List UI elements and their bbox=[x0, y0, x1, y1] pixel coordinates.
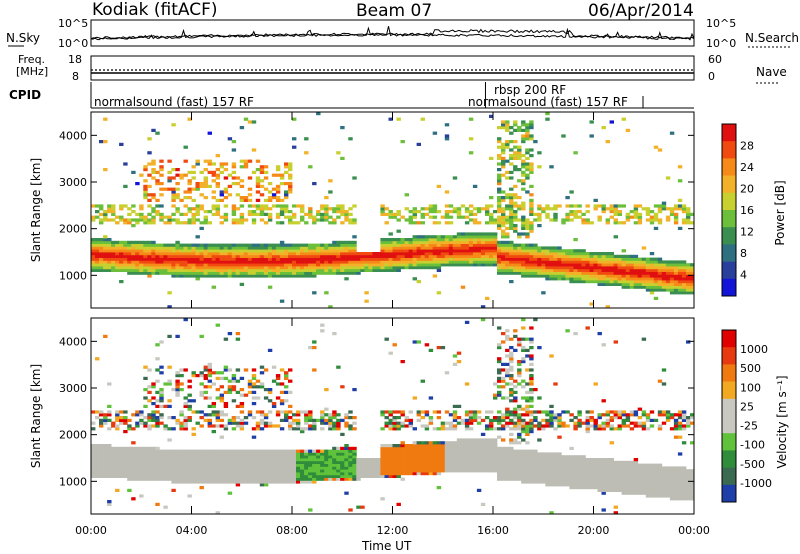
colorbar-tick-label: -100 bbox=[740, 439, 765, 452]
noise-right-tick-top: 10^5 bbox=[706, 17, 737, 30]
freq-label: Freq. bbox=[18, 53, 46, 66]
power-colorbar-label: Power [dB] bbox=[773, 180, 787, 246]
y-tick-label: 3000 bbox=[59, 382, 87, 395]
y-tick-label: 4000 bbox=[59, 335, 87, 348]
x-tick-label: 08:00 bbox=[276, 524, 308, 537]
colorbar-tick-label: 12 bbox=[740, 226, 754, 239]
nave-tick-top: 60 bbox=[708, 53, 722, 66]
colorbar-swatch bbox=[722, 484, 736, 503]
colorbar-tick-label: 100 bbox=[740, 381, 761, 394]
nsearch-label: N.Search bbox=[745, 31, 800, 45]
y-tick-label: 2000 bbox=[59, 223, 87, 236]
colorbar-swatch bbox=[722, 330, 736, 348]
colorbar-swatch bbox=[722, 141, 736, 159]
colorbar-swatch bbox=[722, 192, 736, 211]
colorbar-tick-label: 16 bbox=[740, 204, 754, 217]
colorbar-swatch bbox=[722, 347, 736, 365]
colorbar-swatch bbox=[722, 467, 736, 486]
colorbar-swatch bbox=[722, 261, 736, 280]
noise-left-tick-bottom: 10^0 bbox=[58, 37, 89, 50]
colorbar-swatch bbox=[722, 278, 736, 297]
cpid-entry-1: rbsp 200 RF bbox=[494, 83, 567, 97]
xlabel: Time UT bbox=[362, 539, 412, 553]
y-tick-label: 2000 bbox=[59, 429, 87, 442]
station-title: Kodiak (fitACF) bbox=[92, 0, 218, 20]
colorbar-tick-label: 24 bbox=[740, 161, 754, 174]
freq-panel bbox=[90, 55, 778, 84]
nsky-label: N.Sky bbox=[6, 31, 41, 45]
colorbar-swatch bbox=[722, 364, 736, 382]
axes: 1000 2000 3000 4000 1000 2000 3000 4000 00:00 04:… bbox=[59, 112, 710, 537]
colorbar-tick-label: 1000 bbox=[740, 343, 768, 356]
freq-unit-label: [MHz] bbox=[16, 65, 49, 78]
beam-title: Beam 07 bbox=[356, 1, 433, 21]
colorbars: 4 8 12 16 20 24 28 1000 500 100 25 -25 -100 -500 -1000 bbox=[721, 123, 772, 503]
date-title: 06/Apr/2014 bbox=[588, 1, 694, 21]
colorbar-tick-label: 4 bbox=[740, 269, 747, 282]
colorbar-swatch bbox=[722, 433, 736, 451]
colorbar-tick-label: 500 bbox=[740, 362, 761, 375]
cpid-label: CPID bbox=[9, 88, 42, 102]
colorbar-swatch bbox=[722, 227, 736, 245]
nave-tick-bottom: 0 bbox=[708, 70, 715, 83]
cpid-entry-2: normalsound (fast) 157 RF bbox=[468, 95, 628, 109]
x-tick-label: 20:00 bbox=[578, 524, 610, 537]
colorbar-tick-label: 20 bbox=[740, 183, 754, 196]
velocity-colorbar-label: Velocity [m s⁻¹] bbox=[775, 375, 789, 469]
freq-tick-bottom: 8 bbox=[72, 70, 79, 83]
velocity-ylabel: Slant Range [km] bbox=[29, 363, 43, 469]
noise-left-tick-top: 10^5 bbox=[58, 17, 89, 30]
y-tick-label: 1000 bbox=[59, 475, 87, 488]
colorbar-tick-label: -1000 bbox=[740, 477, 772, 490]
colorbar-swatch bbox=[722, 210, 736, 228]
x-tick-label: 00:00 bbox=[75, 524, 107, 537]
cpid-panel bbox=[90, 82, 694, 109]
colorbar-tick-label: 25 bbox=[740, 400, 754, 413]
colorbar-swatch bbox=[722, 416, 736, 434]
colorbar-tick-label: 8 bbox=[740, 247, 747, 260]
colorbar-swatch bbox=[722, 124, 736, 142]
power-data bbox=[91, 112, 695, 309]
y-tick-label: 4000 bbox=[59, 129, 87, 142]
colorbar-swatch bbox=[722, 244, 736, 262]
noise-right-tick-bottom: 10^0 bbox=[706, 37, 737, 50]
noise-panel bbox=[8, 19, 790, 48]
colorbar-tick-label: -500 bbox=[740, 458, 765, 471]
colorbar-swatch bbox=[722, 381, 736, 400]
power-ylabel: Slant Range [km] bbox=[29, 157, 43, 263]
x-tick-label: 04:00 bbox=[176, 524, 208, 537]
freq-tick-top: 18 bbox=[68, 53, 82, 66]
nave-label: Nave bbox=[756, 65, 787, 79]
x-tick-label: 16:00 bbox=[477, 524, 509, 537]
velocity-data bbox=[91, 318, 695, 515]
colorbar-tick-label: 28 bbox=[740, 140, 754, 153]
colorbar-swatch bbox=[722, 450, 736, 468]
colorbar-swatch bbox=[722, 158, 736, 176]
colorbar-swatch bbox=[722, 175, 736, 194]
y-tick-label: 1000 bbox=[59, 269, 87, 282]
y-tick-label: 3000 bbox=[59, 176, 87, 189]
colorbar-swatch bbox=[722, 398, 736, 417]
x-tick-label: 12:00 bbox=[377, 524, 409, 537]
colorbar-tick-label: -25 bbox=[740, 420, 758, 433]
x-tick-label: 00:00 bbox=[678, 524, 710, 537]
cpid-entry-0: normalsound (fast) 157 RF bbox=[94, 95, 254, 109]
